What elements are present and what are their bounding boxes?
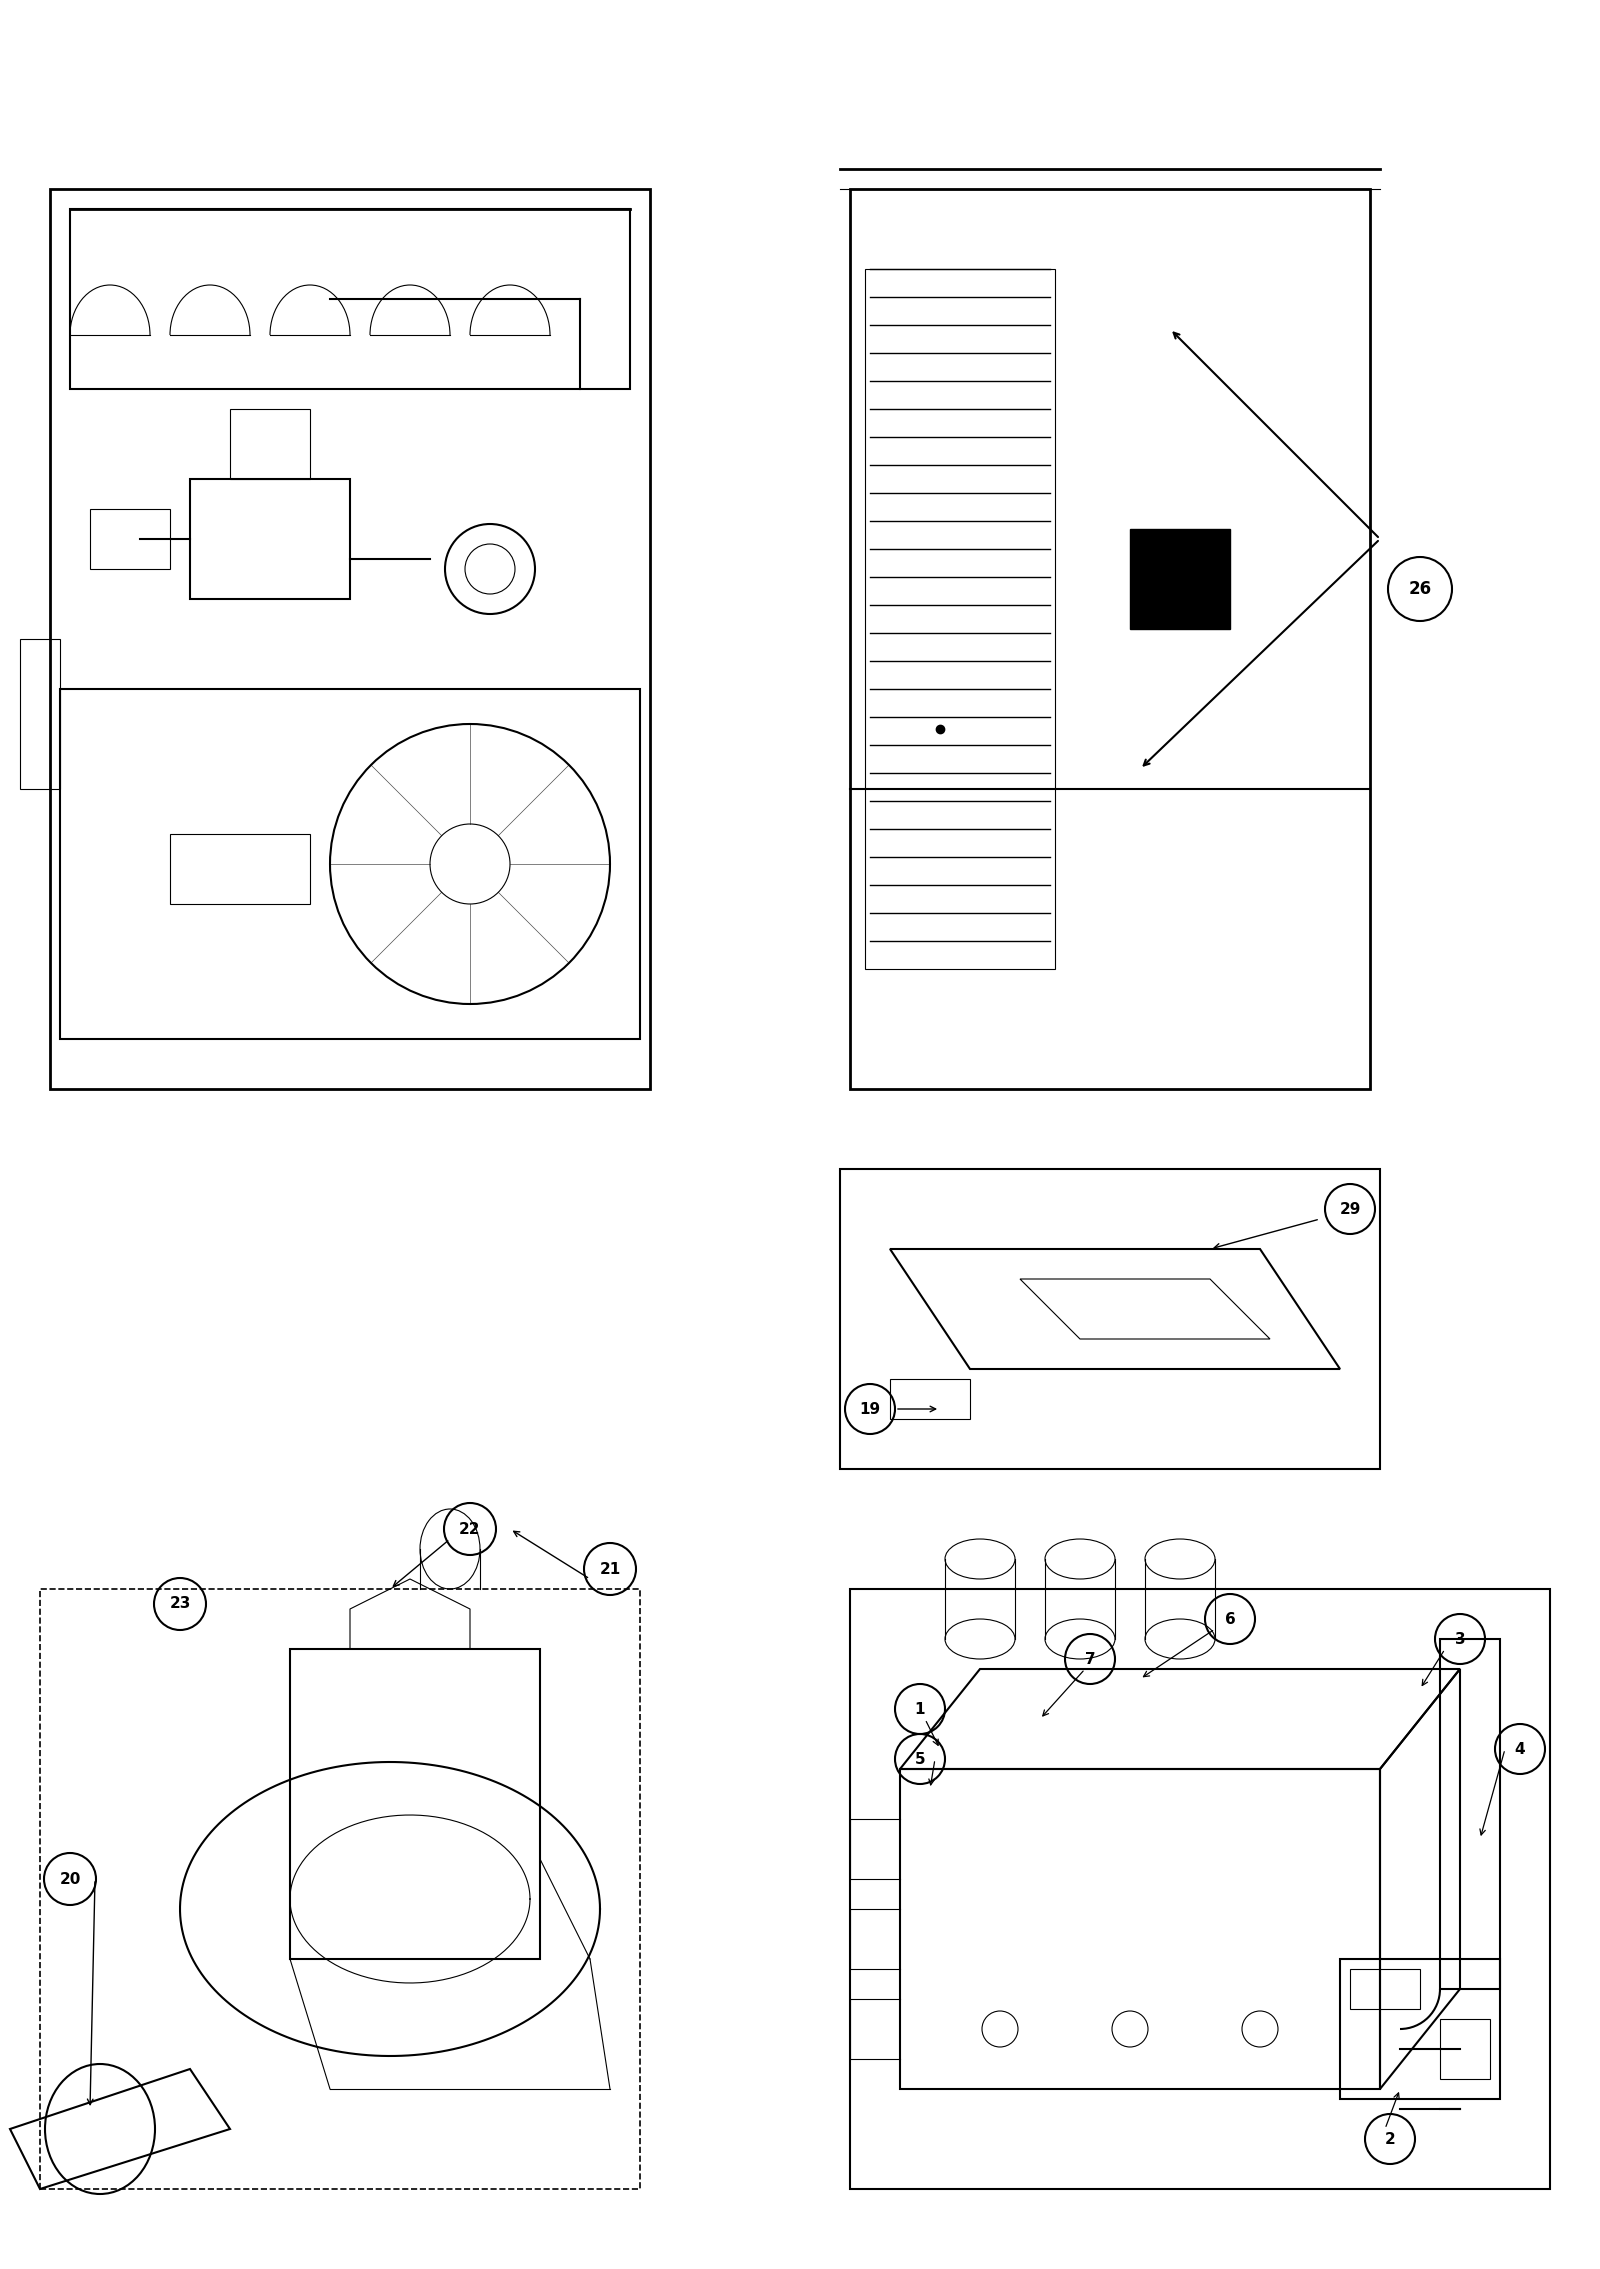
Text: 26: 26 [1408, 581, 1432, 599]
Bar [190, 479, 350, 599]
Bar [40, 1588, 640, 2190]
Bar [1130, 529, 1230, 629]
Bar [840, 1169, 1379, 1468]
Bar [90, 508, 170, 570]
Bar [230, 408, 310, 479]
Bar [1440, 1638, 1501, 1990]
Bar [850, 188, 1370, 1089]
Text: 4: 4 [1515, 1743, 1525, 1756]
Text: 19: 19 [859, 1402, 880, 1416]
Text: 20: 20 [59, 1872, 80, 1886]
Text: 5: 5 [915, 1752, 925, 1768]
Text: 1: 1 [915, 1702, 925, 1718]
Text: 6: 6 [1224, 1611, 1235, 1627]
Text: 22: 22 [459, 1522, 480, 1536]
Bar [21, 640, 61, 790]
Bar [1440, 2019, 1490, 2078]
Bar [850, 1588, 1550, 2190]
Text: 2: 2 [1384, 2131, 1395, 2146]
Bar [866, 270, 1054, 969]
Bar [50, 188, 650, 1089]
Bar [899, 1770, 1379, 2090]
Bar [61, 690, 640, 1039]
Bar [1339, 1958, 1499, 2099]
Bar [170, 835, 310, 903]
Text: 29: 29 [1339, 1203, 1360, 1216]
Text: 23: 23 [170, 1597, 190, 1611]
Text: 7: 7 [1085, 1652, 1096, 1665]
Text: 21: 21 [600, 1561, 621, 1577]
Text: 3: 3 [1454, 1631, 1466, 1647]
Bar [70, 209, 630, 388]
Bar [1350, 1969, 1419, 2008]
